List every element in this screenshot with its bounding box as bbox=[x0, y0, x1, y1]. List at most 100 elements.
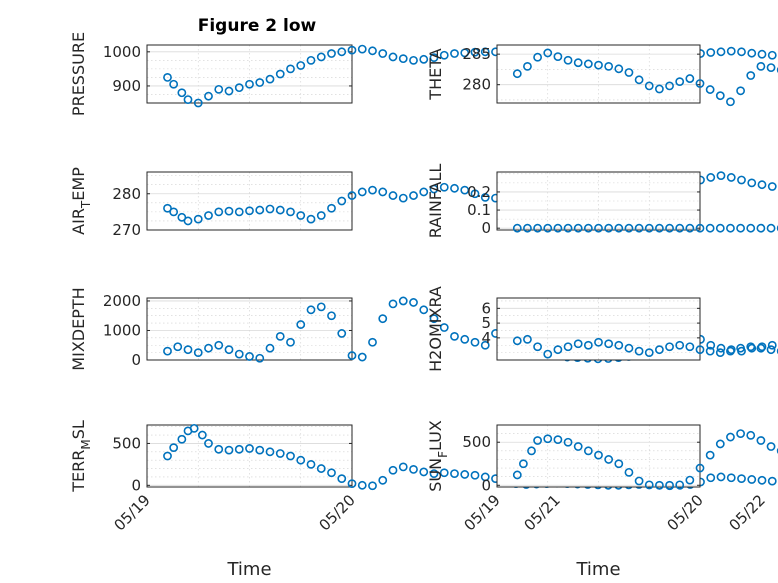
data-point bbox=[766, 442, 776, 451]
data-point bbox=[480, 340, 490, 350]
data-point bbox=[644, 81, 654, 91]
data-point bbox=[163, 451, 172, 461]
y-tick-label: 0.1 bbox=[467, 201, 491, 219]
data-point bbox=[624, 467, 634, 477]
data-point bbox=[245, 79, 254, 89]
data-point bbox=[306, 214, 316, 224]
data-point bbox=[644, 480, 654, 490]
data-point bbox=[726, 173, 736, 182]
data-point bbox=[357, 187, 367, 197]
data-point bbox=[756, 223, 766, 233]
data-point bbox=[357, 44, 367, 54]
data-point bbox=[337, 196, 347, 206]
data-point bbox=[265, 204, 275, 214]
data-point bbox=[265, 447, 275, 457]
data-point bbox=[583, 223, 593, 233]
data-point bbox=[286, 64, 295, 74]
data-point bbox=[543, 349, 553, 359]
data-point bbox=[347, 191, 357, 200]
data-point bbox=[767, 182, 777, 191]
data-point bbox=[296, 320, 306, 329]
data-point bbox=[470, 47, 480, 57]
data-point bbox=[204, 91, 213, 101]
axes-frame bbox=[146, 44, 353, 104]
data-point bbox=[265, 343, 275, 353]
data-point bbox=[747, 475, 757, 484]
data-point bbox=[193, 98, 203, 108]
data-point bbox=[726, 432, 735, 442]
axes-frame bbox=[496, 171, 701, 231]
data-point bbox=[183, 345, 193, 355]
subplot-theta: 280 285 THETA bbox=[426, 44, 778, 107]
data-point bbox=[695, 79, 705, 88]
data-point bbox=[563, 342, 573, 352]
data-point bbox=[306, 305, 316, 315]
data-point bbox=[583, 59, 593, 69]
data-point bbox=[737, 47, 746, 57]
data-point bbox=[234, 349, 244, 359]
data-point bbox=[563, 55, 573, 65]
data-point bbox=[624, 223, 634, 233]
data-point bbox=[337, 329, 347, 338]
data-point bbox=[523, 223, 532, 233]
data-point bbox=[665, 342, 674, 352]
axes-frame bbox=[496, 297, 701, 361]
data-point bbox=[726, 473, 736, 483]
data-point bbox=[163, 73, 172, 82]
data-point bbox=[286, 207, 295, 217]
data-point bbox=[705, 346, 715, 356]
data-point bbox=[204, 343, 213, 353]
subplots-grid: 900 1000 PRESSURE 280 285 THETA 270 280 AIRTEMP 0… bbox=[69, 32, 778, 580]
data-point bbox=[409, 191, 418, 200]
y-tick-label: 0 bbox=[481, 476, 491, 494]
y-axis-label: RAINFALL bbox=[426, 164, 445, 239]
data-point bbox=[553, 52, 563, 61]
data-point bbox=[480, 472, 490, 482]
data-point bbox=[757, 342, 767, 352]
data-point bbox=[726, 223, 735, 233]
data-point bbox=[675, 340, 685, 350]
data-point bbox=[470, 337, 480, 347]
y-tick-label: 6 bbox=[481, 299, 491, 317]
data-point bbox=[665, 223, 674, 233]
data-point bbox=[398, 462, 408, 472]
data-point bbox=[327, 468, 336, 478]
data-point bbox=[736, 223, 745, 233]
data-point bbox=[767, 476, 777, 486]
data-point bbox=[706, 48, 716, 57]
y-axis-label: PRESSURE bbox=[69, 32, 88, 116]
data-point bbox=[337, 474, 347, 484]
data-point bbox=[275, 69, 285, 79]
data-point bbox=[594, 60, 603, 70]
y-axis-label-subscript: M bbox=[79, 439, 93, 449]
y-axis-label-suffix: EMP bbox=[69, 167, 88, 201]
data-point bbox=[573, 339, 583, 349]
data-point bbox=[189, 423, 199, 433]
data-point bbox=[439, 323, 449, 332]
x-tick-label: 05/21 bbox=[521, 491, 564, 534]
data-point bbox=[705, 450, 715, 460]
subplot-air: 270 280 AIRTEMP bbox=[69, 167, 777, 239]
data-point bbox=[306, 55, 316, 65]
y-tick-label: 1000 bbox=[103, 43, 141, 61]
data-point bbox=[726, 346, 735, 356]
data-point bbox=[706, 473, 716, 483]
y-tick-label: 280 bbox=[112, 185, 141, 203]
data-point bbox=[460, 470, 470, 479]
data-point bbox=[214, 207, 224, 217]
data-point bbox=[234, 444, 244, 454]
data-point bbox=[604, 339, 614, 349]
data-point bbox=[614, 223, 624, 233]
y-axis-label-subscript: T bbox=[79, 200, 93, 209]
data-point bbox=[347, 479, 357, 489]
data-point bbox=[470, 189, 480, 199]
x-axis-label: Time bbox=[226, 559, 271, 580]
y-axis-label: H2OMIXRA bbox=[426, 286, 445, 372]
data-point bbox=[756, 343, 766, 353]
data-point bbox=[214, 444, 224, 454]
data-point bbox=[705, 85, 715, 94]
data-point bbox=[716, 171, 726, 181]
data-point bbox=[523, 334, 532, 344]
data-point bbox=[543, 223, 553, 233]
data-point bbox=[563, 437, 573, 447]
